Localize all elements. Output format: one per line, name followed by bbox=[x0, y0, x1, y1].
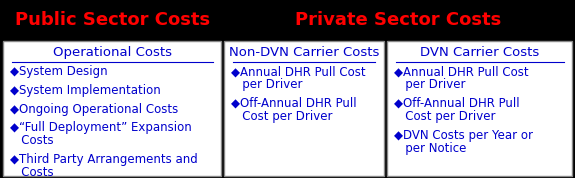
FancyBboxPatch shape bbox=[3, 41, 221, 176]
Text: DVN Carrier Costs: DVN Carrier Costs bbox=[420, 46, 539, 59]
Text: ◆Annual DHR Pull Cost: ◆Annual DHR Pull Cost bbox=[394, 65, 528, 78]
Text: Cost per Driver: Cost per Driver bbox=[231, 110, 333, 123]
Text: ◆Off-Annual DHR Pull: ◆Off-Annual DHR Pull bbox=[231, 97, 356, 110]
Text: ◆DVN Costs per Year or: ◆DVN Costs per Year or bbox=[394, 129, 533, 142]
Text: Non-DVN Carrier Costs: Non-DVN Carrier Costs bbox=[229, 46, 380, 59]
Text: per Notice: per Notice bbox=[394, 142, 466, 155]
FancyBboxPatch shape bbox=[224, 41, 384, 176]
Text: ◆Third Party Arrangements and: ◆Third Party Arrangements and bbox=[10, 153, 198, 166]
Text: Costs: Costs bbox=[10, 166, 53, 178]
FancyBboxPatch shape bbox=[387, 41, 572, 176]
Text: ◆System Design: ◆System Design bbox=[10, 65, 108, 78]
Text: ◆“Full Deployment” Expansion: ◆“Full Deployment” Expansion bbox=[10, 121, 191, 134]
Text: ◆Off-Annual DHR Pull: ◆Off-Annual DHR Pull bbox=[394, 97, 519, 110]
Text: Cost per Driver: Cost per Driver bbox=[394, 110, 496, 123]
Text: Public Sector Costs: Public Sector Costs bbox=[14, 11, 210, 29]
Bar bbox=[0, 0, 575, 39]
Text: ◆System Implementation: ◆System Implementation bbox=[10, 84, 160, 97]
Text: per Driver: per Driver bbox=[394, 78, 465, 91]
Text: ◆Ongoing Operational Costs: ◆Ongoing Operational Costs bbox=[10, 103, 178, 116]
Text: Operational Costs: Operational Costs bbox=[53, 46, 171, 59]
Text: Costs: Costs bbox=[10, 134, 53, 147]
Text: Private Sector Costs: Private Sector Costs bbox=[295, 11, 501, 29]
Text: ◆Annual DHR Pull Cost: ◆Annual DHR Pull Cost bbox=[231, 65, 366, 78]
Text: per Driver: per Driver bbox=[231, 78, 302, 91]
